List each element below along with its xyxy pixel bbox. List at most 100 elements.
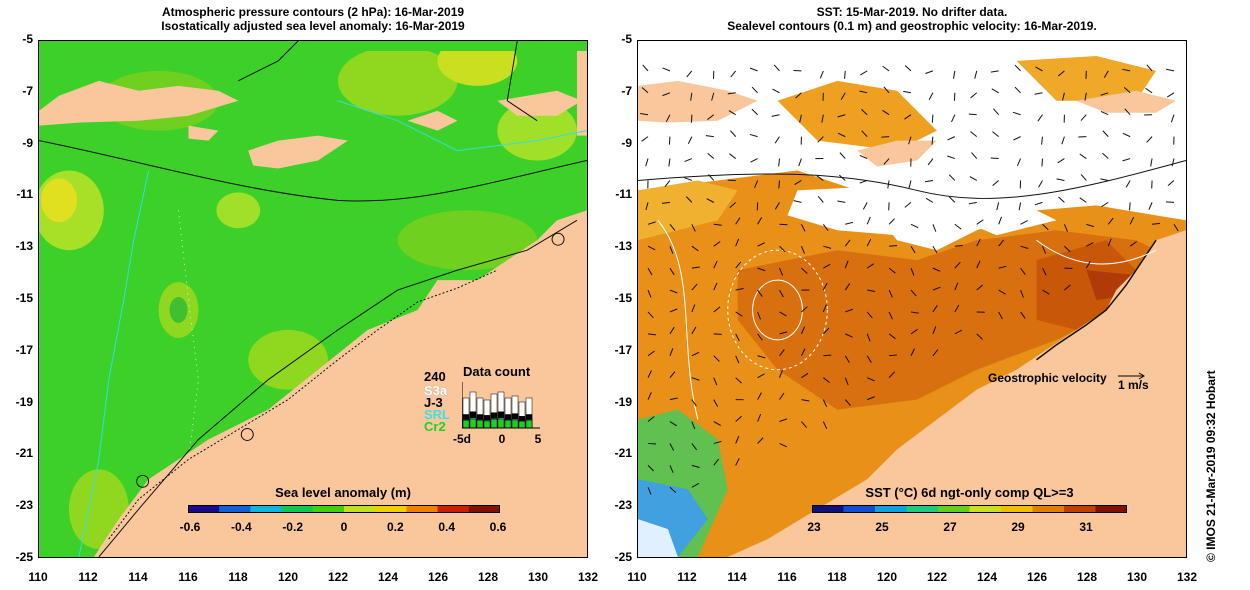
velocity-arrow bbox=[1107, 238, 1112, 247]
colorbar-tick: 0.6 bbox=[489, 520, 507, 534]
velocity-arrow bbox=[1058, 196, 1065, 203]
colorbar-segment bbox=[250, 505, 283, 513]
left-y-tick: -5 bbox=[22, 32, 33, 46]
velocity-arrow bbox=[713, 440, 722, 444]
colorbar-tick: 31 bbox=[1079, 520, 1093, 534]
right-x-tick: 114 bbox=[727, 570, 747, 584]
velocity-arrow bbox=[757, 289, 763, 297]
velocity-arrow bbox=[925, 197, 934, 203]
left-x-tick: 110 bbox=[28, 570, 48, 584]
velocity-arrow bbox=[1079, 153, 1087, 159]
velocity-arrow bbox=[735, 333, 740, 342]
velocity-arrow bbox=[1020, 245, 1029, 249]
velocity-arrow bbox=[817, 196, 824, 203]
velocity-arrow bbox=[669, 348, 674, 356]
velocity-arrow bbox=[669, 246, 674, 254]
velocity-arrow bbox=[757, 311, 761, 320]
velocity-arrow bbox=[795, 92, 802, 99]
velocity-arrow bbox=[669, 223, 676, 231]
velocity-scale: 1 m/s bbox=[1118, 378, 1149, 392]
velocity-arrow bbox=[713, 399, 719, 407]
velocity-arrow bbox=[992, 180, 999, 187]
data-count-bar bbox=[511, 419, 519, 429]
left-y-tick: -17 bbox=[15, 342, 33, 357]
velocity-arrow bbox=[1018, 202, 1022, 211]
velocity-arrow bbox=[1012, 111, 1021, 116]
velocity-arrow bbox=[932, 286, 941, 291]
velocity-arrow bbox=[888, 218, 895, 225]
velocity-arrow bbox=[647, 392, 652, 400]
velocity-arrow bbox=[992, 131, 999, 138]
velocity-arrow bbox=[691, 283, 698, 291]
velocity-arrow bbox=[713, 282, 718, 291]
velocity-arrow bbox=[647, 416, 655, 422]
right-x-tick: 116 bbox=[777, 570, 797, 584]
velocity-arrow bbox=[691, 464, 700, 468]
velocity-arrow bbox=[910, 289, 917, 297]
velocity-arrow bbox=[735, 435, 740, 444]
velocity-arrow bbox=[1146, 136, 1153, 143]
right-y-tick: -17 bbox=[614, 342, 632, 357]
velocity-arrow bbox=[779, 418, 788, 422]
velocity-arrow bbox=[998, 216, 1003, 225]
colorbar-segment bbox=[468, 505, 500, 513]
velocity-arrow bbox=[990, 70, 999, 73]
velocity-arrow bbox=[968, 201, 977, 205]
velocity-arrow bbox=[932, 349, 939, 357]
velocity-arrow bbox=[647, 487, 652, 495]
velocity-arrow bbox=[998, 239, 1004, 247]
colorbar-segment bbox=[344, 505, 376, 513]
velocity-arrow bbox=[1173, 224, 1179, 232]
velocity-arrow bbox=[729, 202, 737, 209]
velocity-arrow bbox=[1037, 114, 1043, 122]
velocity-arrow bbox=[754, 180, 759, 189]
right-x-tick: 124 bbox=[976, 570, 998, 584]
velocity-arrow bbox=[691, 304, 696, 313]
velocity-arrow bbox=[800, 246, 806, 254]
velocity-arrow bbox=[1057, 158, 1065, 164]
velocity-arrow bbox=[647, 350, 655, 357]
left-x-tick: 120 bbox=[277, 570, 299, 584]
velocity-arrow bbox=[866, 355, 872, 363]
velocity-arrow bbox=[751, 108, 758, 116]
velocity-arrow bbox=[990, 157, 999, 160]
velocity-arrow bbox=[1107, 217, 1114, 225]
velocity-arrow bbox=[1042, 289, 1050, 295]
velocity-arrow bbox=[801, 421, 807, 428]
left-y-tick: -23 bbox=[15, 498, 33, 513]
velocity-arrow bbox=[845, 221, 854, 225]
velocity-arrow bbox=[947, 136, 956, 141]
left-x-tick: 130 bbox=[527, 570, 549, 584]
velocity-arrow bbox=[735, 355, 740, 364]
right-y-tick: -15 bbox=[614, 291, 632, 305]
velocity-arrow bbox=[1100, 92, 1109, 96]
velocity-arrow bbox=[800, 326, 806, 335]
data-count-bar bbox=[490, 419, 498, 429]
velocity-arrow bbox=[779, 442, 787, 448]
velocity-arrow bbox=[859, 154, 868, 160]
velocity-arrow bbox=[801, 399, 810, 402]
velocity-arrow bbox=[910, 223, 919, 229]
velocity-arrow bbox=[974, 70, 978, 79]
velocity-arrow bbox=[822, 327, 830, 335]
velocity-arrow bbox=[1122, 68, 1131, 72]
velocity-arrow bbox=[757, 355, 766, 359]
velocity-arrow bbox=[862, 202, 868, 210]
right-y-tick: -21 bbox=[614, 446, 632, 461]
velocity-arrow bbox=[1129, 202, 1131, 211]
left-map bbox=[38, 40, 588, 558]
velocity-arrow bbox=[801, 372, 809, 379]
velocity-scale-arrow bbox=[1118, 372, 1145, 380]
velocity-arrow bbox=[801, 306, 808, 313]
right-y-tick: -11 bbox=[615, 187, 632, 202]
velocity-arrow bbox=[757, 242, 765, 247]
velocity-arrow bbox=[691, 399, 697, 407]
colorbar-tick: 27 bbox=[943, 520, 957, 534]
velocity-arrow bbox=[779, 370, 783, 378]
velocity-arrow bbox=[1100, 111, 1109, 116]
velocity-arrow bbox=[927, 158, 934, 166]
velocity-arrow bbox=[1042, 267, 1047, 276]
data-count-bar bbox=[483, 420, 491, 429]
velocity-arrow bbox=[1165, 201, 1175, 203]
velocity-arrow bbox=[931, 136, 934, 145]
